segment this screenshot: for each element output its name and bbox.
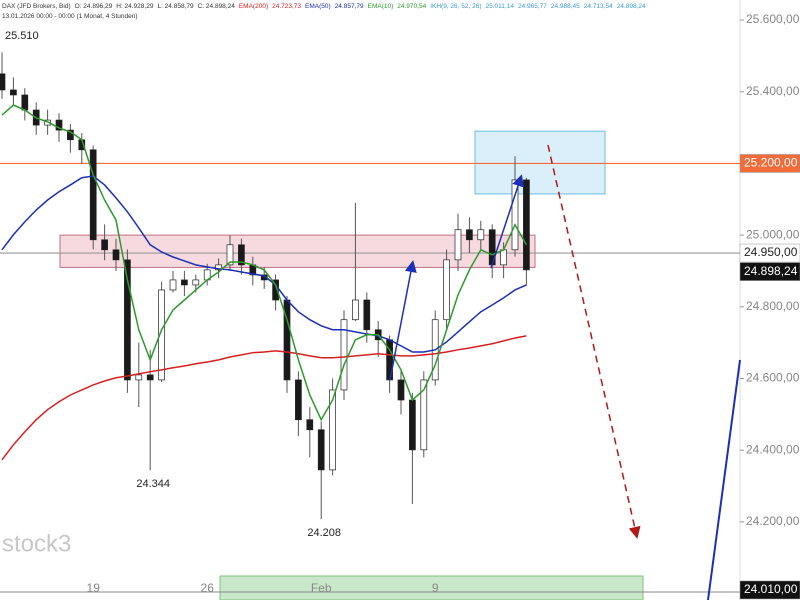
legend-name: EMA(200)	[238, 3, 269, 10]
legend-value: 24.857,79	[334, 3, 364, 10]
x-tick-label: 19	[87, 581, 101, 595]
header-item: DAX (JFD Brokers, Bid)	[2, 3, 71, 10]
annotation: 25.510	[5, 30, 39, 42]
x-tick-label: 9	[432, 581, 439, 595]
legend-name: EMA(10)	[367, 3, 394, 10]
header-item: O: 24.896,29	[74, 3, 113, 10]
header-item: H: 24.928,29	[116, 3, 154, 10]
candle-body	[420, 379, 428, 451]
candle-body	[21, 94, 29, 111]
candle-body	[10, 89, 17, 96]
candle-body	[181, 279, 188, 286]
candle-body	[466, 229, 473, 241]
y-tick-label: 25.600,00	[746, 12, 800, 26]
candle-body	[523, 179, 530, 271]
indicator-line	[1, 335, 527, 461]
candle-body	[409, 399, 416, 451]
y-tick-label: 24.800,00	[746, 299, 800, 313]
price-tag	[739, 154, 800, 173]
candle-body	[443, 259, 450, 321]
candle-body	[454, 229, 462, 261]
candle-body	[215, 264, 222, 271]
legend-value: 25.011,14	[485, 3, 514, 10]
legend-value: 24.970,54	[397, 3, 427, 10]
legend-value: 24.898,24	[616, 3, 646, 10]
candle-body	[397, 379, 405, 401]
price-tag-label: 24.010,00	[744, 582, 798, 596]
y-tick-label: 25.000,00	[746, 227, 800, 241]
candle-body	[295, 379, 302, 421]
y-tick-label: 25.400,00	[746, 84, 800, 98]
candle-body	[192, 279, 200, 286]
subheader: 13.01.2026 00:00 - 00:00 (1 Monat, 4 Stu…	[2, 13, 138, 20]
legend-value: 24.723,73	[272, 3, 302, 10]
logo: stock3	[2, 530, 71, 557]
arrow	[389, 260, 417, 381]
candle-body	[317, 429, 325, 471]
candle-body	[352, 299, 359, 321]
zone	[59, 234, 536, 268]
candle-body	[112, 249, 120, 261]
arrows	[389, 144, 741, 600]
price-tag	[739, 580, 800, 600]
candle-body	[55, 119, 63, 131]
x-tick-label: 26	[201, 581, 215, 595]
zone	[474, 130, 606, 195]
annotation: 24.344	[136, 478, 170, 490]
y-tick-label: 24.400,00	[746, 442, 800, 456]
candle-body	[238, 244, 245, 266]
arrow	[490, 174, 524, 269]
candle-body	[0, 73, 6, 91]
legend-value: 24.988,45	[550, 3, 580, 10]
header-line: DAX (JFD Brokers, Bid) O: 24.896,29 H: 24.…	[2, 2, 650, 12]
legend-name: EMA(50)	[305, 3, 331, 10]
legend-value: 24.965,77	[517, 3, 547, 10]
annotation: 24.208	[307, 527, 341, 539]
y-tick-label: 24.600,00	[746, 371, 800, 385]
indicator-line	[1, 104, 528, 422]
candle-body	[500, 249, 507, 266]
price-tag	[739, 243, 800, 263]
price-tag-label: 24.950,00	[744, 245, 798, 259]
candle-body	[226, 244, 234, 266]
y-tick-label: 24.200,00	[746, 514, 800, 528]
legend-name: IKH(9, 26, 52, 26)	[430, 3, 482, 10]
arrow	[547, 144, 641, 539]
candle-body	[158, 289, 165, 381]
candle-body	[306, 419, 314, 431]
candle-body	[124, 259, 131, 381]
header-item: C: 24.898,24	[197, 3, 235, 10]
candle-body	[329, 389, 336, 471]
candle-body	[340, 319, 348, 391]
x-tick-label: Feb	[311, 581, 332, 595]
candle-body	[135, 374, 143, 381]
candle-body	[67, 129, 74, 141]
candle-body	[169, 279, 177, 291]
candle-body	[146, 374, 154, 381]
legend-value: 24.713,54	[583, 3, 613, 10]
candle-body	[89, 149, 97, 241]
candle-body	[363, 299, 371, 331]
candle-body	[477, 229, 485, 241]
indicator-line	[1, 175, 527, 353]
highlight-band	[219, 575, 644, 600]
price-tag-label: 25.200,00	[744, 156, 798, 170]
header-item: L: 24.858,79	[157, 3, 194, 10]
header: DAX (JFD Brokers, Bid) O: 24.896,29 H: 24.…	[2, 2, 650, 22]
trend-line	[707, 359, 741, 600]
price-tag	[739, 262, 800, 281]
price-tag-label: 24.898,24	[744, 264, 798, 278]
candle-body	[101, 239, 108, 251]
